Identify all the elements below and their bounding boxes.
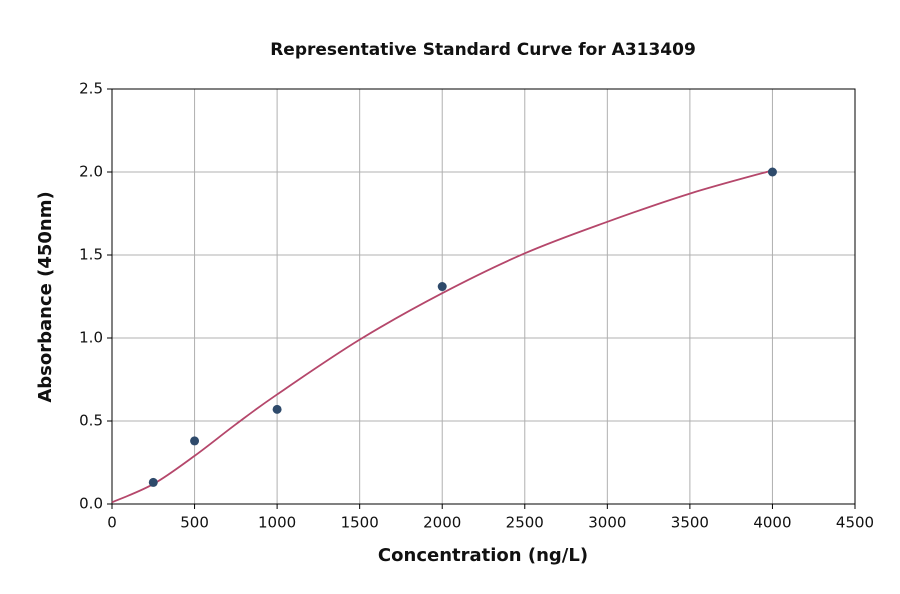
x-tick-label: 4000 xyxy=(753,514,791,532)
y-tick-label: 0.5 xyxy=(79,412,103,430)
y-axis-label: Absorbance (450nm) xyxy=(35,191,56,402)
data-point xyxy=(767,167,777,177)
x-tick-label: 2000 xyxy=(423,514,461,532)
data-point xyxy=(190,436,200,446)
x-tick-label: 2500 xyxy=(506,514,544,532)
y-tick-label: 1.0 xyxy=(79,329,103,347)
fit-curve xyxy=(111,169,773,504)
y-tick-label: 2.0 xyxy=(79,163,103,181)
data-point xyxy=(437,282,447,292)
x-tick-label: 0 xyxy=(107,514,117,532)
x-axis-label: Concentration (ng/L) xyxy=(378,545,588,566)
data-point xyxy=(272,404,282,414)
data-point xyxy=(148,477,158,487)
plot-frame xyxy=(111,88,856,505)
x-tick-label: 4500 xyxy=(836,514,874,532)
chart-title: Representative Standard Curve for A31340… xyxy=(270,40,696,60)
x-tick-label: 500 xyxy=(180,514,209,532)
y-tick-label: 0.0 xyxy=(79,495,103,513)
y-tick-label: 1.5 xyxy=(79,246,103,264)
x-tick-label: 3000 xyxy=(588,514,626,532)
y-tick-label: 2.5 xyxy=(79,80,103,98)
x-tick-label: 1500 xyxy=(341,514,379,532)
x-tick-label: 1000 xyxy=(258,514,296,532)
x-tick-label: 3500 xyxy=(671,514,709,532)
